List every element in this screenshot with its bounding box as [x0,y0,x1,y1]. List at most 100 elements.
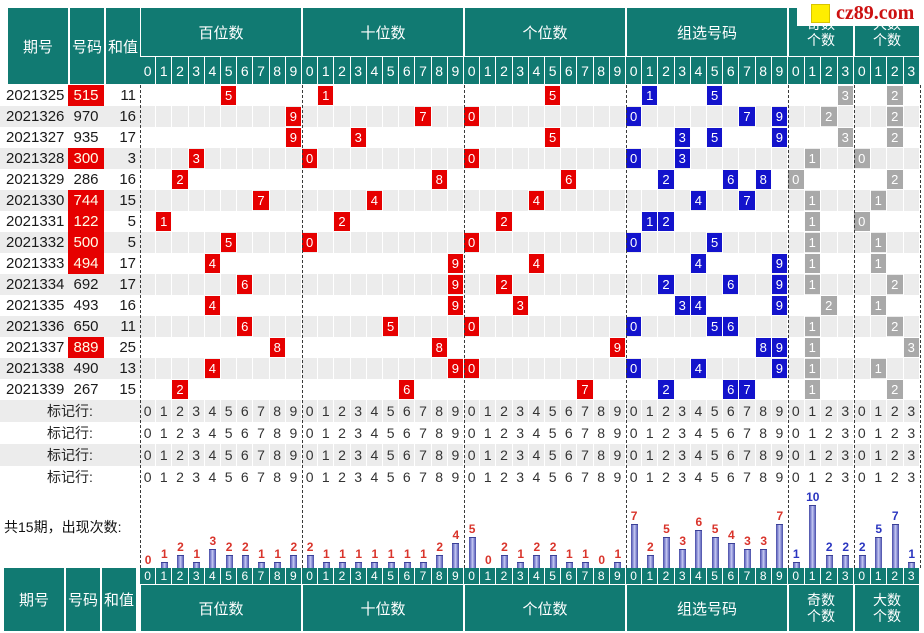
row-stripe-cell [237,106,253,127]
sum-value: 5 [127,213,136,230]
row-stripe-cell [821,316,837,337]
issue-number: 2021338 [6,360,65,377]
bar-value-label: 1 [274,546,282,561]
mark-row-digit: 9 [775,425,784,441]
header-digit-cell: 9 [447,568,463,584]
row-stripe-cell [561,274,577,295]
count-mark: 1 [804,359,820,378]
bar-value-label: 1 [371,546,379,561]
row-stripe-cell [269,358,285,379]
bar [565,561,573,569]
mark-row-digit: 2 [500,447,508,463]
row-stripe-cell [821,358,837,379]
row-stripe-cell [140,358,156,379]
draw-number: 122 [68,211,104,232]
header-digit-cell: 3 [188,57,204,84]
row-stripe-cell [658,358,674,379]
header-section-tens: 十位数 [303,585,463,631]
draw-number: 493 [73,297,99,314]
count-mark: 1 [804,380,820,399]
digit-mark: 2 [172,380,188,399]
mark-row-digit: 5 [710,469,719,485]
mark-row-digit: 9 [289,403,298,419]
bar-value-label: 10 [806,490,820,504]
sum-value: 3 [127,150,136,167]
row-stripe-cell [350,316,366,337]
row-stripe-cell [674,274,690,295]
header-digit-cell: 0 [302,568,318,584]
row-stripe-cell [480,316,496,337]
row-stripe-cell [204,274,220,295]
mark-row-digit: 8 [597,447,606,463]
sum-value: 5 [127,234,136,251]
row-stripe-cell [804,400,820,422]
mark-row[interactable]: 标记行: 0 1 2 3 4 5 6 7 8 9 0 1 2 3 4 5 6 7 8 9 0 1 2 3 4 5 6 7 8 9 0 1 2 3 4 5… [0,444,920,466]
mark-row-digit: 8 [597,425,606,441]
row-stripe-cell [285,190,301,211]
mark-row-digit: 3 [907,469,916,485]
bar-value-label: 1 [517,546,525,561]
row-stripe-cell [188,274,204,295]
row-stripe-cell [593,444,609,466]
row-stripe-cell [593,274,609,295]
header-digit-cell: 7 [415,568,431,584]
mark-row-digit: 0 [629,403,638,419]
row-stripe-cell [512,148,528,169]
mark-row-digit: 3 [907,403,916,419]
row-stripe-cell [837,232,853,253]
header-digit-cell: 5 [707,568,723,584]
mark-row-digit: 4 [370,425,379,441]
row-stripe-cell [140,316,156,337]
row-stripe-cell [854,232,870,253]
row-stripe-cell [464,274,480,295]
issue-number: 2021330 [6,192,65,209]
bar [842,555,850,569]
row-stripe-cell [626,190,642,211]
row-stripe-cell [642,190,658,211]
header-number: 号码 [66,568,100,631]
row-stripe-cell [870,316,886,337]
bar [760,549,768,569]
count-mark: 0 [854,212,870,231]
row-stripe-cell [788,190,804,211]
header-digit-cell: 8 [593,568,609,584]
mark-row-digit: 0 [467,447,476,463]
row-stripe-cell [285,316,301,337]
bar-value-label: 2 [241,540,249,555]
bar-value-label: 4 [452,527,460,542]
header-digit-cell: 2 [334,568,350,584]
group-mark: 9 [771,359,787,378]
row-stripe-cell [512,190,528,211]
mark-row-digit: 4 [370,403,379,419]
row-stripe-cell [593,106,609,127]
row-stripe-cell [318,444,334,466]
mark-row[interactable]: 标记行: 0 1 2 3 4 5 6 7 8 9 0 1 2 3 4 5 6 7 8 9 0 1 2 3 4 5 6 7 8 9 0 1 2 3 4 5… [0,466,920,488]
row-stripe-cell [626,274,642,295]
mark-row-label: 标记行: [47,425,93,441]
header-digit-cell: 2 [658,57,674,84]
row-stripe-cell [642,274,658,295]
row-stripe-cell [156,190,172,211]
row-stripe-cell [707,190,723,211]
issue-number: 2021335 [6,297,65,314]
row-stripe-cell [383,232,399,253]
table-row: 2021329 286 16 2 8 6 2 6 8 0 2 [0,169,920,190]
header-digit-cell: 2 [658,568,674,584]
mark-row[interactable]: 标记行: 0 1 2 3 4 5 6 7 8 9 0 1 2 3 4 5 6 7 8 9 0 1 2 3 4 5 6 7 8 9 0 1 2 3 4 5… [0,422,920,444]
mark-row-digit: 0 [791,425,800,441]
mark-row-digit: 1 [483,447,492,463]
count-mark: 3 [837,86,853,105]
row-stripe-cell [821,190,837,211]
row-stripe-cell [609,148,625,169]
mark-row[interactable]: 标记行: 0 1 2 3 4 5 6 7 8 9 0 1 2 3 4 5 6 7 8 9 0 1 2 3 4 5 6 7 8 9 0 1 2 3 4 5… [0,400,920,422]
row-stripe-cell [269,316,285,337]
mark-row-digit: 6 [402,469,411,485]
row-stripe-cell [739,444,755,466]
header-digit-cell: 2 [172,568,188,584]
bar-value-label: 7 [630,508,638,523]
row-stripe-cell [269,106,285,127]
row-stripe-cell [172,148,188,169]
row-stripe-cell [739,316,755,337]
row-stripe-cell [221,444,237,466]
watermark-link[interactable]: cz89.com [797,0,924,26]
